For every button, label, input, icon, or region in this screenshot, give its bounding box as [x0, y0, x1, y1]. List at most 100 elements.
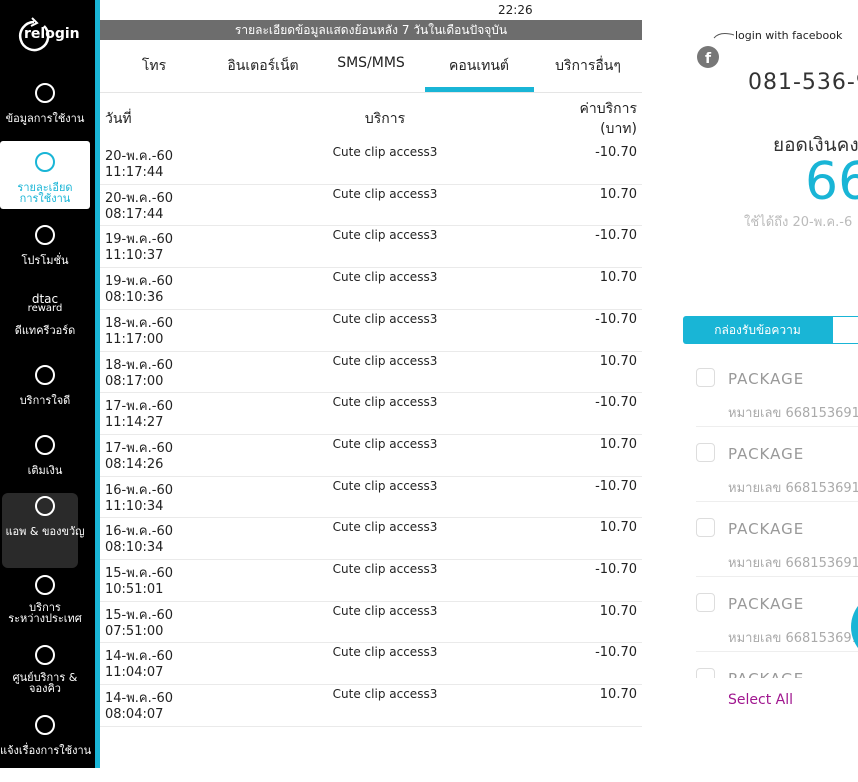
- notice-banner: รายละเอียดข้อมูลแสดงย้อนหลัง 7 วันในเดือ…: [100, 20, 642, 40]
- col-date: วันที่: [105, 111, 132, 127]
- row-divider: [100, 267, 642, 269]
- facebook-icon: f: [697, 33, 734, 68]
- row-divider: [100, 684, 642, 686]
- row-time: 08:17:00: [105, 373, 164, 389]
- account-panel: f login with facebook 081-536-9 ยอดเงินค…: [642, 0, 858, 768]
- row-divider: [100, 433, 642, 435]
- col-charge: ค่าบริการ: [579, 101, 638, 117]
- sidebar-label: ระหว่างประเทศ: [8, 612, 82, 625]
- active-tab-underline: [425, 87, 534, 92]
- tabs-divider: [100, 92, 642, 93]
- row-time: 08:10:34: [105, 540, 164, 556]
- sidebar-label: ดีแทครีวอร์ด: [14, 324, 76, 337]
- inbox-tab[interactable]: กล่องรับข้อความ: [683, 316, 832, 344]
- checkbox[interactable]: [696, 368, 715, 387]
- row-charge: 10.70: [599, 687, 637, 703]
- checkbox[interactable]: [696, 593, 715, 612]
- row-date: 16-พ.ค.-60: [105, 524, 173, 540]
- row-time: 11:10:37: [105, 248, 164, 264]
- inbox-tab-other[interactable]: [832, 316, 858, 344]
- row-time: 11:17:00: [105, 331, 164, 347]
- row-date: 17-พ.ค.-60: [105, 440, 173, 456]
- select-all[interactable]: Select All: [728, 692, 793, 708]
- row-time: 11:17:44: [105, 165, 164, 180]
- row-date: 18-พ.ค.-60: [105, 315, 173, 331]
- sidebar-label: โปรโมชั่น: [21, 254, 69, 267]
- content-tab[interactable]: SMS/MMS: [337, 55, 405, 71]
- item-divider: [696, 426, 858, 427]
- row-time: 11:04:07: [105, 665, 164, 681]
- row-service: Cute clip access3: [332, 645, 438, 660]
- row-charge: 10.70: [599, 436, 637, 452]
- row-date: 14-พ.ค.-60: [105, 691, 173, 707]
- row-time: 11:14:27: [105, 415, 164, 431]
- sidebar-item[interactable]: แจ้งเรื่องการใช้งาน: [0, 712, 92, 782]
- row-date: 20-พ.ค.-60: [105, 149, 173, 164]
- sidebar-label: ข้อมูลการใช้งาน: [5, 112, 85, 125]
- item-number: หมายเลข 668153691: [728, 406, 858, 421]
- row-charge: -10.70: [595, 145, 637, 160]
- sidebar-label: รายละเอียด: [17, 181, 73, 194]
- action-button[interactable]: [851, 592, 858, 662]
- row-date: 16-พ.ค.-60: [105, 482, 173, 498]
- logo-text: relogin: [24, 26, 80, 42]
- row-divider: [100, 517, 642, 519]
- sidebar-item[interactable]: ข้อมูลการใช้งาน: [0, 80, 90, 150]
- sidebar-item[interactable]: โปรโมชั่น: [0, 222, 90, 292]
- balance-value: 66: [805, 152, 858, 212]
- row-date: 14-พ.ค.-60: [105, 649, 173, 665]
- content-tab[interactable]: โทร: [141, 58, 167, 74]
- content-tab[interactable]: คอนเทนต์: [448, 58, 510, 74]
- item-divider: [696, 576, 858, 577]
- row-charge: -10.70: [595, 478, 637, 494]
- sidebar-label: การใช้งาน: [19, 192, 71, 205]
- row-time: 08:10:36: [105, 290, 164, 306]
- sidebar-icon: [35, 365, 55, 385]
- row-time: 11:10:34: [105, 498, 164, 514]
- logo-icon: [18, 17, 50, 52]
- sidebar-label: เติมเงิน: [27, 464, 63, 477]
- sidebar-label: บริการใจดี: [19, 394, 71, 407]
- item-number: หมายเลข 668153691: [728, 481, 858, 496]
- phone-number: 081-536-9: [748, 70, 858, 95]
- row-service: Cute clip access3: [332, 228, 438, 243]
- valid-until: ใช้ได้ถึง 20-พ.ค.-6: [744, 215, 853, 230]
- sidebar-item[interactable]: เติมเงิน: [0, 432, 90, 502]
- row-charge: 10.70: [599, 603, 637, 619]
- sidebar-icon: [35, 435, 55, 455]
- row-charge: 10.70: [599, 270, 637, 286]
- row-divider: [100, 725, 642, 727]
- item-divider: [696, 501, 858, 502]
- badge-text: reward: [27, 303, 63, 314]
- login-link[interactable]: login with facebook: [735, 29, 843, 42]
- sidebar-label: แจ้งเรื่องการใช้งาน: [0, 744, 92, 757]
- row-service: Cute clip access3: [332, 395, 438, 410]
- content-tab[interactable]: บริการอื่นๆ: [555, 58, 621, 74]
- sidebar-item[interactable]: บริการ ระหว่างประเทศ: [0, 572, 90, 642]
- status-time: 22:26: [498, 3, 533, 17]
- checkbox[interactable]: [696, 668, 715, 678]
- content-tab[interactable]: อินเตอร์เน็ต: [227, 58, 299, 74]
- row-service: Cute clip access3: [332, 520, 438, 535]
- sidebar-icon: [35, 496, 55, 516]
- row-charge: 10.70: [599, 353, 637, 369]
- row-divider: [100, 225, 642, 227]
- col-charge: (บาท): [600, 121, 637, 137]
- balance-label: ยอดเงินคง: [773, 134, 858, 156]
- row-charge: -10.70: [595, 395, 637, 411]
- row-charge: -10.70: [595, 311, 637, 327]
- sidebar-item[interactable]: dtac reward ดีแทครีวอร์ด: [0, 292, 90, 362]
- row-date: 17-พ.ค.-60: [105, 399, 173, 415]
- sidebar-item[interactable]: บริการใจดี: [0, 362, 90, 432]
- sidebar-item[interactable]: ศูนย์บริการ & จองคิว: [0, 642, 90, 712]
- sidebar-item[interactable]: แอพ & ของขวัญ: [0, 493, 90, 563]
- checkbox[interactable]: [696, 443, 715, 462]
- checkbox[interactable]: [696, 518, 715, 537]
- row-service: Cute clip access3: [332, 436, 438, 451]
- sidebar-icon: [35, 715, 55, 735]
- sidebar-item[interactable]: รายละเอียด การใช้งาน: [0, 140, 90, 210]
- row-charge: -10.70: [595, 645, 637, 661]
- row-service: Cute clip access3: [332, 687, 438, 702]
- svg-text:f: f: [705, 51, 712, 67]
- row-divider: [100, 642, 642, 644]
